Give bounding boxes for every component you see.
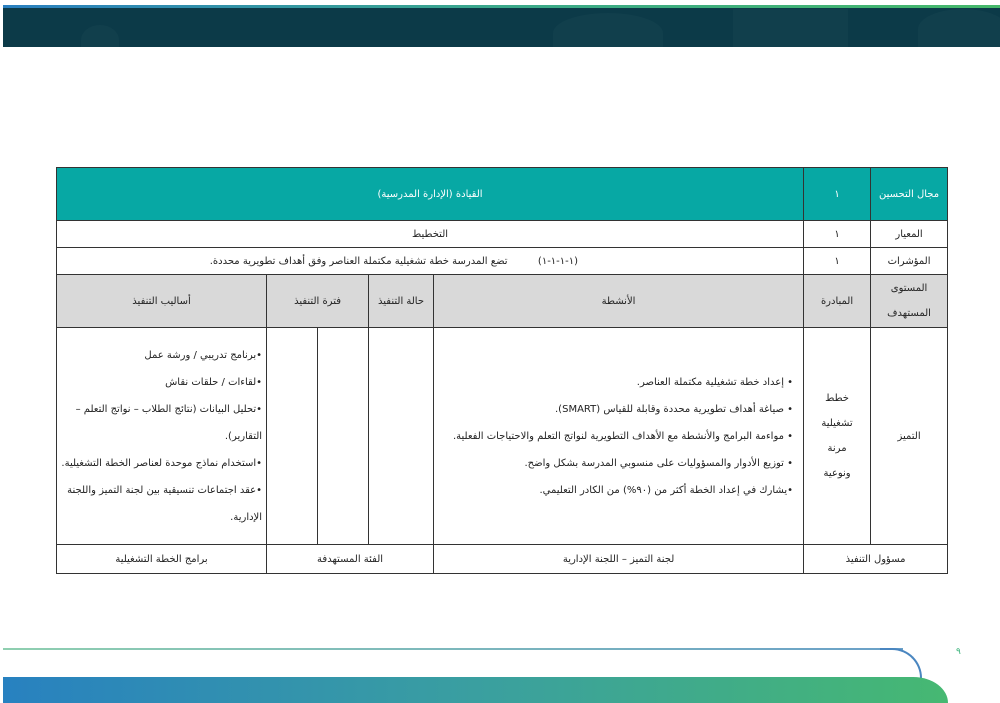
page-number: ٩ xyxy=(956,647,961,657)
period-cell-end xyxy=(266,327,319,545)
methods-cell: •برنامج تدريبي / ورشة عمل •لقاءات / حلقا… xyxy=(55,327,268,545)
activity-item: •يشارك في إعداد الخطة أكثر من (٩٠%) من ا… xyxy=(539,484,794,496)
operational-plan-table: مجال التحسين ١ القيادة (الإدارة المدرسية… xyxy=(55,167,949,574)
standard-value: التخطيط xyxy=(55,220,805,248)
col-level: المستوى المستهدف xyxy=(870,274,949,328)
program-label: برامج الخطة التشغيلية xyxy=(55,544,268,574)
target-level: التميز xyxy=(870,327,949,545)
indicator-number: ١ xyxy=(803,247,872,275)
standard-number: ١ xyxy=(803,220,872,248)
improvement-area-row: مجال التحسين ١ القيادة (الإدارة المدرسية… xyxy=(55,167,949,221)
indicator-row: المؤشرات ١ (١-١-١-١) تضع المدرسة خطة تشغ… xyxy=(55,247,949,275)
footer-line xyxy=(3,648,903,650)
standard-label: المعيار xyxy=(870,220,949,248)
period-cell-start xyxy=(317,327,370,545)
initiative: خطط تشغيلية مرنة ونوعية xyxy=(803,327,872,545)
bottom-banner xyxy=(3,677,948,703)
plan-body-row: التميز خطط تشغيلية مرنة ونوعية • إعداد خ… xyxy=(55,327,949,545)
decorative-shape xyxy=(553,13,663,47)
col-period: فترة التنفيذ xyxy=(266,274,370,328)
indicator-code: (١-١-١-١) xyxy=(537,255,579,267)
activity-item: • إعداد خطة تشغيلية مكتملة العناصر. xyxy=(636,376,794,388)
top-banner xyxy=(3,5,1000,47)
decorative-shape xyxy=(81,25,119,47)
standard-row: المعيار ١ التخطيط xyxy=(55,220,949,248)
top-gradient-stripe xyxy=(3,5,1000,8)
col-initiative: المبادرة xyxy=(803,274,872,328)
footer-curve xyxy=(880,648,922,680)
activity-item: • مواءمة البرامج والأنشطة مع الأهداف الت… xyxy=(452,430,794,442)
decorative-shape xyxy=(918,9,1000,47)
improvement-area-number: ١ xyxy=(803,167,872,221)
decorative-shape xyxy=(733,9,848,47)
method-item: •لقاءات / حلقات نقاش xyxy=(165,376,263,388)
responsible-value: لجنة التميز – اللجنة الإدارية xyxy=(433,544,805,574)
method-item: •تحليل البيانات (نتائج الطلاب – نواتج ال… xyxy=(75,403,263,442)
indicator-value-cell: (١-١-١-١) تضع المدرسة خطة تشغيلية مكتملة… xyxy=(55,247,805,275)
method-item: •برنامج تدريبي / ورشة عمل xyxy=(144,349,263,361)
method-item: •استخدام نماذج موحدة لعناصر الخطة التشغي… xyxy=(61,457,263,469)
col-activities: الأنشطة xyxy=(433,274,805,328)
activities-cell: • إعداد خطة تشغيلية مكتملة العناصر. • صي… xyxy=(433,327,805,545)
improvement-area-value: القيادة (الإدارة المدرسية) xyxy=(55,167,805,221)
responsible-label: مسؤول التنفيذ xyxy=(803,544,949,574)
column-header-row: المستوى المستهدف المبادرة الأنشطة حالة ا… xyxy=(55,274,949,328)
target-group-label: الفئة المستهدفة xyxy=(266,544,435,574)
activity-item: • توزيع الأدوار والمسؤوليات على منسوبي ا… xyxy=(524,457,794,469)
indicator-label: المؤشرات xyxy=(870,247,949,275)
improvement-area-label: مجال التحسين xyxy=(870,167,949,221)
method-item: •عقد اجتماعات تنسيقية بين لجنة التميز وا… xyxy=(67,484,263,523)
activity-item: • صياغة أهداف تطويرية محددة وقابلة للقيا… xyxy=(555,403,794,415)
col-methods: أساليب التنفيذ xyxy=(55,274,268,328)
col-status: حالة التنفيذ xyxy=(368,274,435,328)
footer-row: مسؤول التنفيذ لجنة التميز – اللجنة الإدا… xyxy=(55,544,949,574)
status-cell xyxy=(368,327,435,545)
indicator-text: تضع المدرسة خطة تشغيلية مكتملة العناصر و… xyxy=(209,255,508,267)
